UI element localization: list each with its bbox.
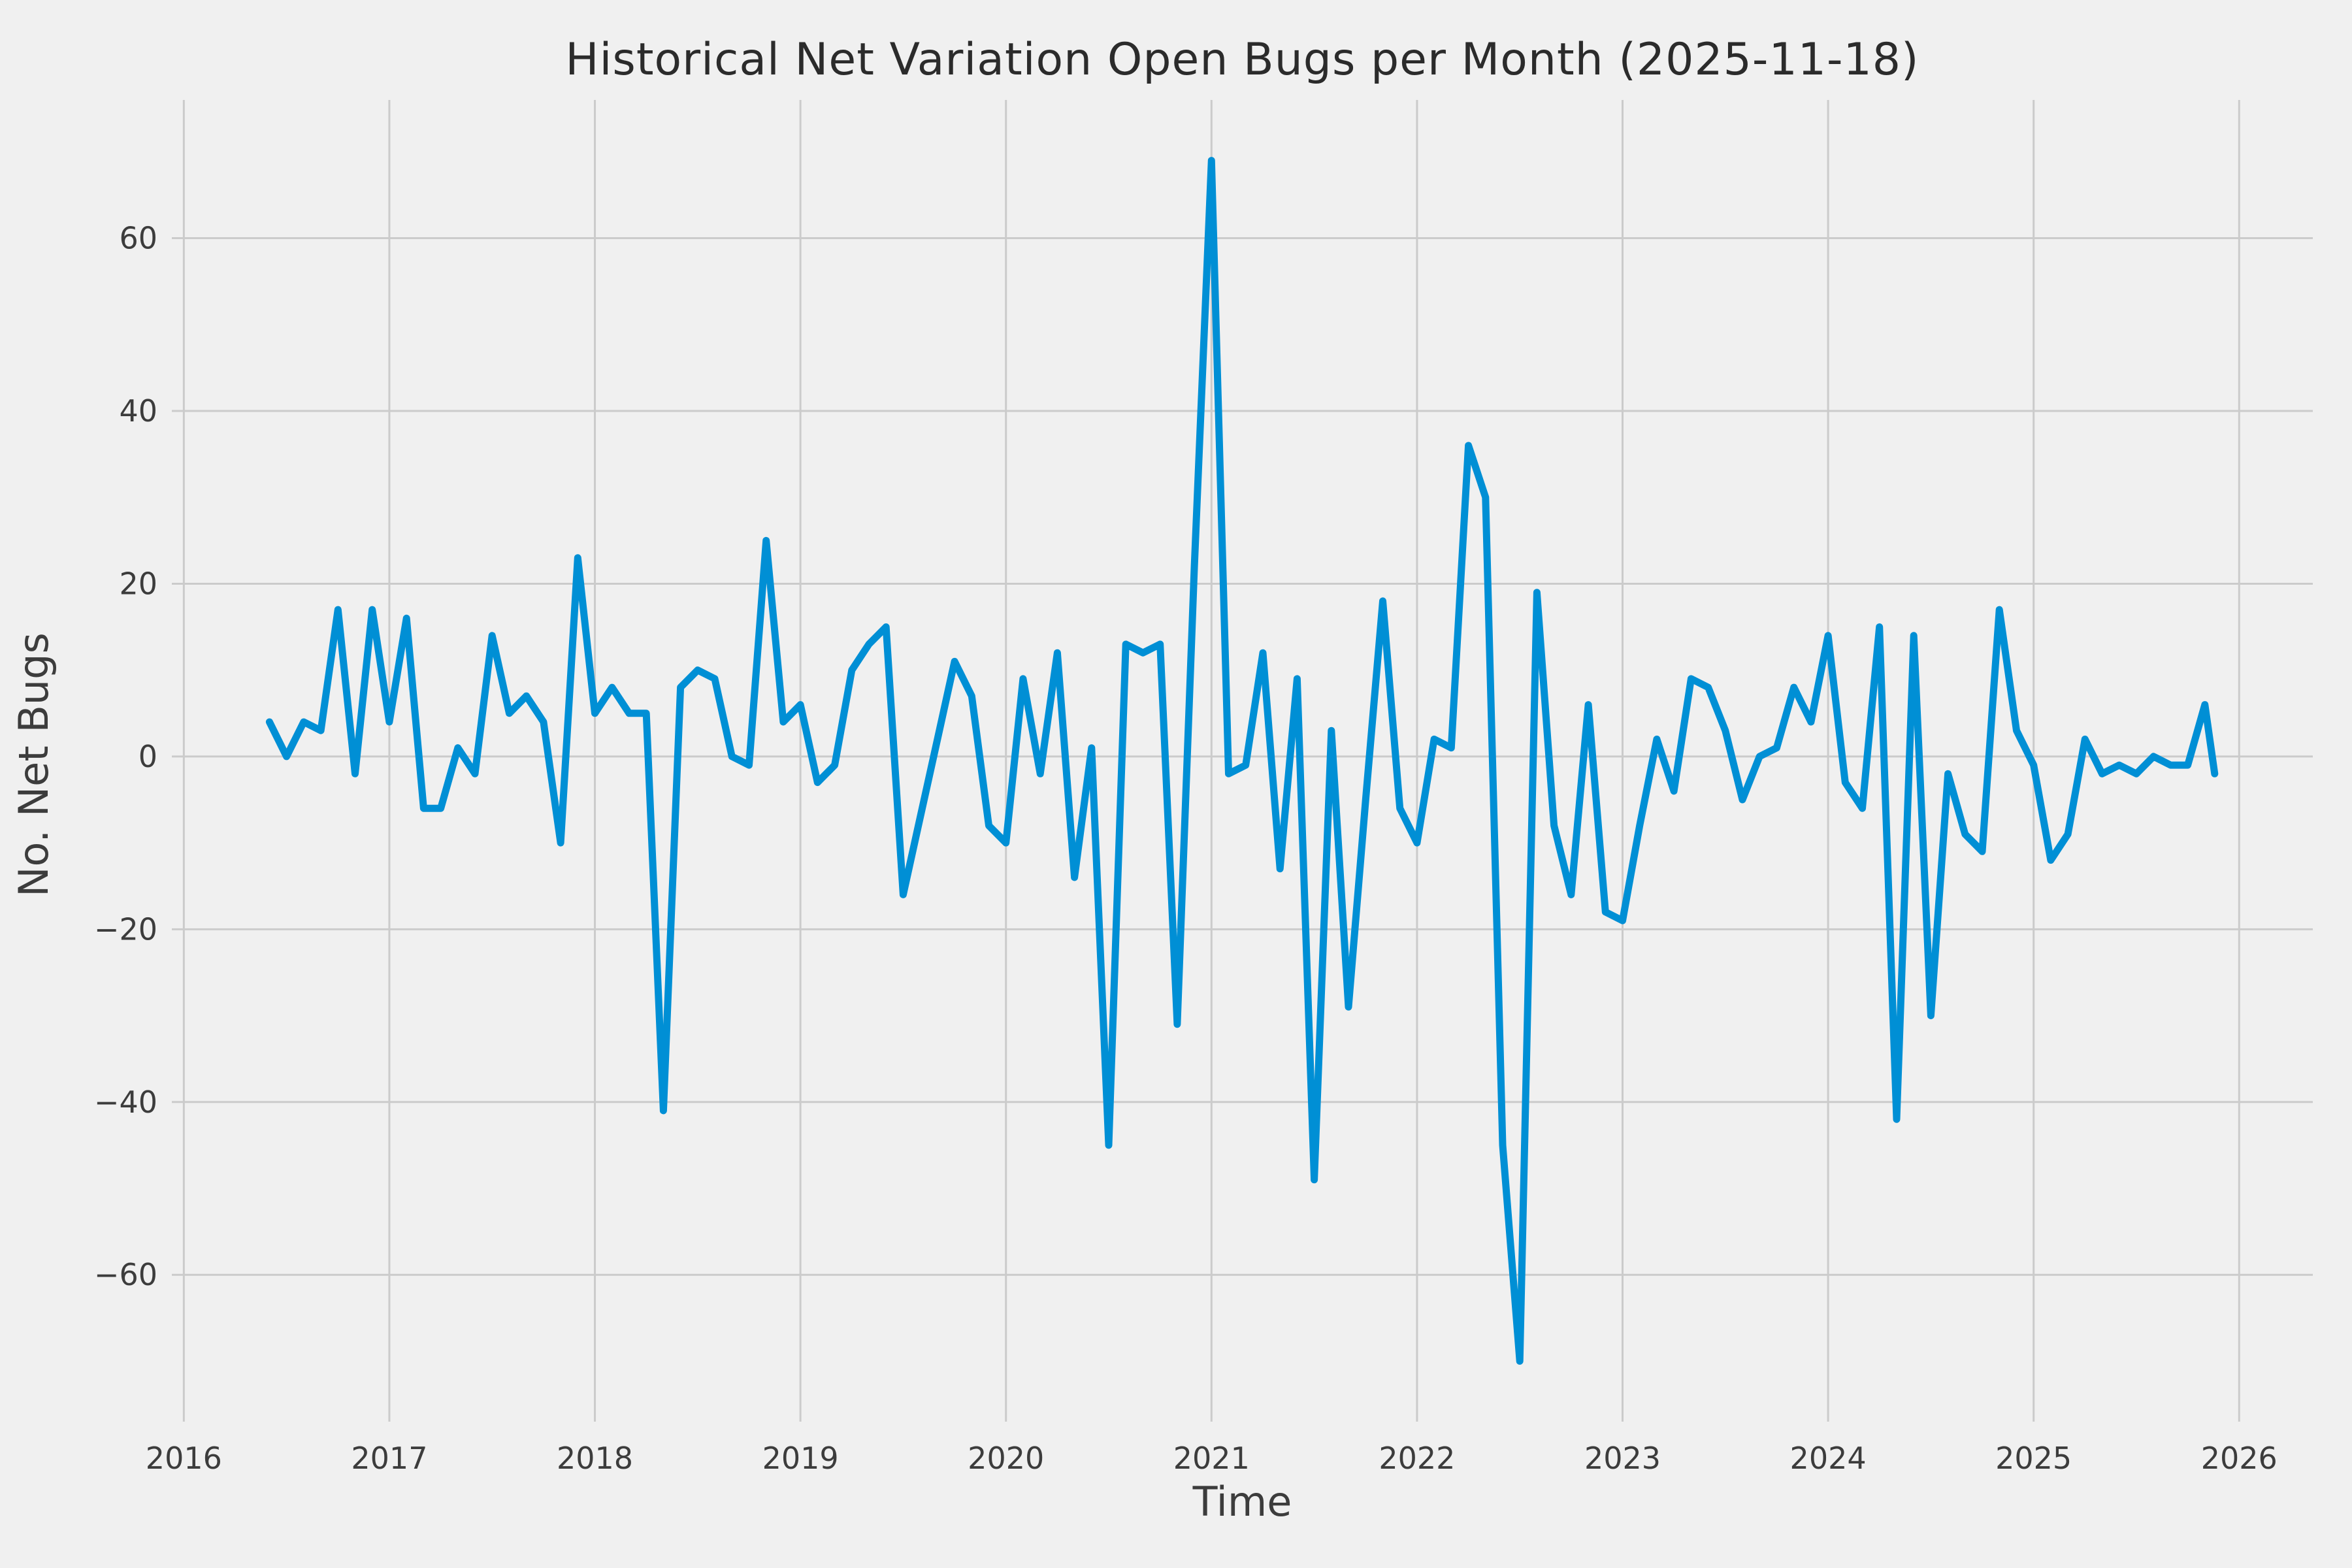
x-axis-label: Time xyxy=(1192,1478,1292,1526)
y-tick-label: 0 xyxy=(139,739,157,774)
y-tick-label: 20 xyxy=(119,566,157,601)
x-tick-label: 2026 xyxy=(2201,1441,2278,1476)
x-tick-label: 2016 xyxy=(146,1441,222,1476)
x-tick-label: 2024 xyxy=(1790,1441,1867,1476)
y-tick-label: 40 xyxy=(119,393,157,429)
series-line xyxy=(265,157,2219,1365)
y-tick-label: −20 xyxy=(94,911,157,947)
x-tick-label: 2025 xyxy=(1995,1441,2072,1476)
y-tick-label: −40 xyxy=(94,1085,157,1120)
x-tick-label: 2021 xyxy=(1173,1441,1250,1476)
x-tick-label: 2022 xyxy=(1379,1441,1455,1476)
x-tick-label: 2017 xyxy=(351,1441,427,1476)
x-tick-label: 2018 xyxy=(557,1441,633,1476)
x-tick-label: 2020 xyxy=(968,1441,1044,1476)
chart-title: Historical Net Variation Open Bugs per M… xyxy=(565,34,1919,86)
x-tick-label: 2023 xyxy=(1584,1441,1661,1476)
y-tick-label: 60 xyxy=(119,221,157,256)
y-tick-label: −60 xyxy=(94,1257,157,1292)
x-tick-label: 2019 xyxy=(762,1441,839,1476)
